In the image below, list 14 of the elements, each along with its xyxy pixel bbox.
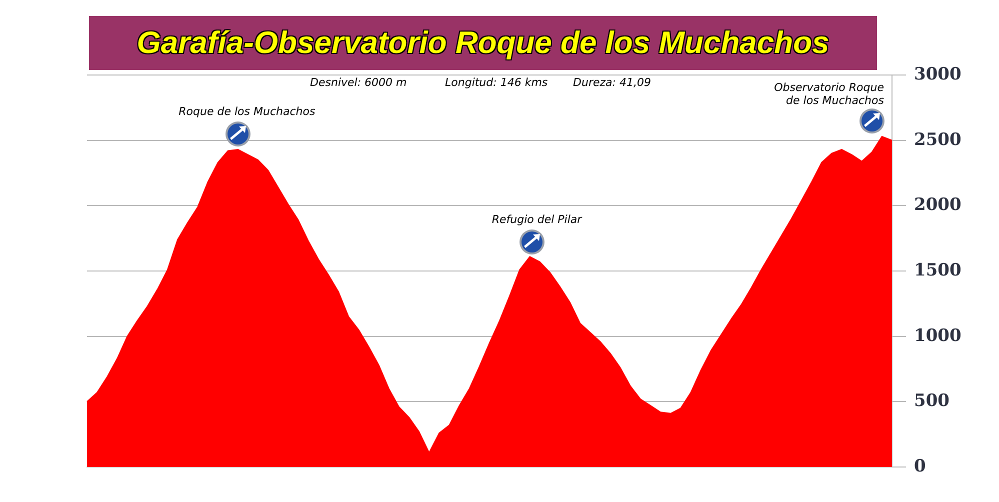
y-tick-label: 2000: [914, 195, 962, 216]
y-tick-label: 1500: [914, 260, 962, 280]
annotation: Observatorio Roque de los Muchachos: [773, 81, 884, 107]
y-tick-label: 1000: [914, 326, 962, 346]
annotation: Dureza: 41,09: [573, 76, 651, 89]
annotation: Longitud: 146 kms: [445, 76, 548, 89]
annotation: Roque de los Muchachos: [178, 105, 316, 118]
y-tick-label: 2500: [914, 130, 962, 150]
annotation: Desnivel: 6000 m: [310, 76, 407, 89]
y-tick-label: 3000: [914, 64, 962, 84]
y-tick-label: 0: [914, 456, 926, 476]
annotation: Refugio del Pilar: [492, 212, 582, 226]
chart-title: Garafía-Observatorio Roque de los Muchachos: [89, 16, 877, 70]
y-tick-label: 500: [914, 391, 950, 412]
